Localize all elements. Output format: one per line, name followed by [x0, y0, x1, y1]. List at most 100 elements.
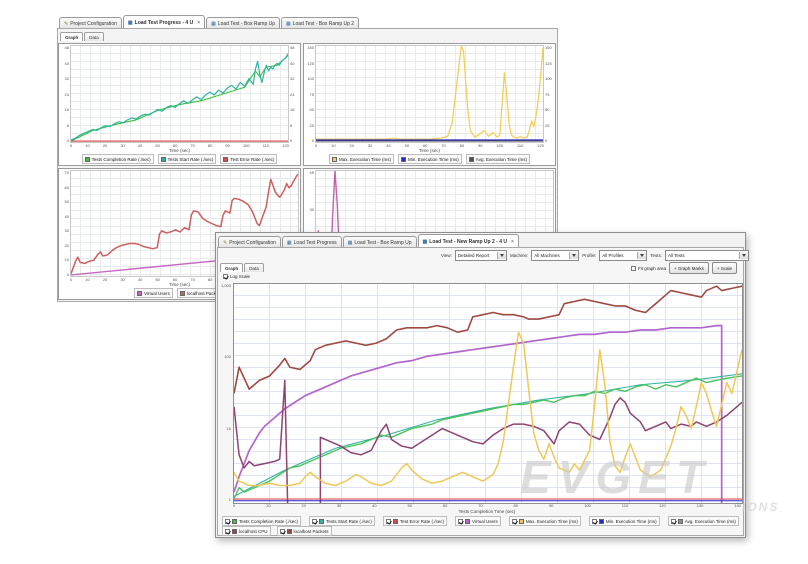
- legend-swatch: [468, 156, 474, 162]
- legend-checkbox[interactable]: [225, 518, 230, 524]
- log-scale-control[interactable]: Log Scale: [223, 274, 250, 279]
- legend-label: Avg. Execution Time (ms): [475, 156, 527, 162]
- legend-item[interactable]: Virtual Users: [455, 516, 501, 526]
- subtab-graph[interactable]: Graph: [220, 263, 244, 272]
- close-icon[interactable]: ×: [510, 238, 514, 245]
- legend-label: localhost Packets: [186, 290, 222, 296]
- tick-label: 50: [155, 143, 160, 148]
- tick-label: 60: [442, 503, 448, 508]
- legend-item[interactable]: Avg. Execution Time (ms): [667, 516, 739, 526]
- exec-times-plot[interactable]: [315, 45, 544, 143]
- machine-label: Machine:: [509, 252, 529, 258]
- tab-label: Load Test - New Ramp Up 2 - 4 U: [429, 238, 507, 245]
- legend-swatch: [160, 156, 166, 162]
- tab-load-test-new-ramp-up-2[interactable]: ▦ Load Test - New Ramp Up 2 - 4 U ×: [417, 234, 519, 248]
- legend-item[interactable]: Max. Execution Time (ms): [508, 516, 581, 526]
- close-icon[interactable]: ×: [197, 19, 201, 26]
- subtab-data[interactable]: Data: [84, 32, 104, 41]
- legend-item[interactable]: Tests Completion Rate (./sec): [222, 516, 302, 526]
- rates-plot[interactable]: [70, 45, 289, 143]
- tick-label: 10: [85, 143, 90, 148]
- legend-label: Tests Completion Rate (./sec): [239, 518, 299, 524]
- legend-checkbox[interactable]: [511, 518, 517, 524]
- legend-label: Test Error Rate (./sec): [399, 518, 444, 524]
- tab-load-test-progress[interactable]: ▦ Load Test Progress: [281, 236, 342, 248]
- scale-button[interactable]: + Scale: [711, 262, 737, 274]
- legend-item[interactable]: Avg. Execution Time (ms): [465, 154, 530, 164]
- front-tab-bar: ✎ Project Configuration ▦ Load Test Prog…: [218, 234, 519, 248]
- tick-label: 16: [290, 107, 295, 112]
- back-subtab-bar: Graph Data: [60, 32, 104, 41]
- main-plot[interactable]: [233, 283, 743, 504]
- legend-label: localhost CPU: [239, 528, 268, 534]
- legend-item[interactable]: Test Error Rate (./sec): [220, 154, 278, 164]
- legend-swatch: [232, 518, 237, 524]
- legend-label: Test Error Rate (./sec): [230, 156, 275, 162]
- legend-item[interactable]: Min. Execution Time (ms): [588, 516, 660, 526]
- legend-checkbox[interactable]: [591, 518, 597, 524]
- legend-item[interactable]: localhost Packets: [276, 526, 332, 536]
- legend-item[interactable]: Tests Completion Rate (./sec): [81, 154, 154, 164]
- legend-item[interactable]: Tests Start Rate (./sec): [309, 516, 375, 526]
- tick-label: 20: [349, 143, 354, 148]
- fit-graph-area-control[interactable]: Fit graph area: [630, 265, 666, 271]
- view-select[interactable]: Detailed Report: [454, 249, 507, 261]
- tab-label: Load Test - Box Ramp Up 2: [292, 20, 355, 27]
- tick-label: 60: [64, 184, 69, 190]
- view-value: Detailed Report: [457, 252, 490, 258]
- front-window: ✎ Project Configuration ▦ Load Test Prog…: [215, 232, 749, 538]
- tab-load-test-progress[interactable]: ▦ Load Test Progress - 4 U ×: [122, 15, 206, 29]
- tick-label: 100: [307, 76, 314, 81]
- y-axis-ticks: 48 40 32 24 16 8 0: [60, 45, 70, 143]
- legend-item[interactable]: Tests Start Rate (./sec): [157, 154, 217, 164]
- tick-label: 0: [233, 503, 236, 508]
- legend-item[interactable]: Virtual Users: [134, 288, 173, 298]
- tab-load-test-box-ramp-up-2[interactable]: ▦ Load Test - Box Ramp Up 2: [281, 17, 360, 29]
- y-axis-ticks-right: 150 125 100 75 50 25 0: [544, 45, 554, 143]
- tab-label: Load Test - Box Ramp Up: [217, 20, 276, 27]
- y-axis-ticks: 70 60 50 40 30 20 10 0: [60, 170, 70, 277]
- tab-load-test-box-ramp-up[interactable]: ▦ Load Test - Box Ramp Up: [342, 236, 417, 248]
- log-scale-label: Log Scale: [230, 274, 251, 279]
- front-window-body: View: Detailed Report Machine: All Machi…: [217, 247, 749, 536]
- machine-select[interactable]: All Machines: [531, 249, 580, 261]
- tick-label: 100: [496, 143, 504, 148]
- graph-controls: Fit graph area + Graph Marks + Scale: [630, 262, 737, 274]
- chevron-down-icon: [569, 251, 579, 259]
- log-scale-checkbox[interactable]: [223, 274, 228, 279]
- tick-label: 40: [372, 503, 377, 508]
- fit-graph-area-checkbox[interactable]: [630, 265, 636, 271]
- pencil-icon: ✎: [223, 239, 228, 246]
- legend-item[interactable]: Max. Execution Time (ms): [329, 154, 395, 164]
- tests-select[interactable]: All Tests: [664, 249, 749, 261]
- view-label: View:: [441, 252, 452, 258]
- legend-checkbox[interactable]: [385, 518, 391, 524]
- tick-label: 120: [659, 503, 666, 508]
- tab-project-configuration[interactable]: ✎ Project Configuration: [59, 17, 122, 29]
- graph-marks-button[interactable]: + Graph Marks: [668, 262, 709, 274]
- tick-label: 50: [309, 107, 314, 112]
- fit-graph-area-label: Fit graph area: [637, 265, 666, 271]
- legend-item[interactable]: localhost CPU: [222, 526, 271, 536]
- subtab-data[interactable]: Data: [244, 263, 264, 272]
- tick-label: 40: [137, 143, 143, 148]
- back-tab-bar: ✎ Project Configuration ▦ Load Test Prog…: [59, 15, 360, 29]
- legend-checkbox[interactable]: [458, 518, 464, 524]
- tick-label: 16: [64, 107, 69, 112]
- tab-load-test-box-ramp-up[interactable]: ▦ Load Test - Box Ramp Up: [206, 17, 281, 29]
- legend-checkbox[interactable]: [225, 528, 230, 534]
- legend-label: Max. Execution Time (ms): [525, 518, 578, 524]
- legend-checkbox[interactable]: [670, 518, 676, 524]
- legend-checkbox[interactable]: [312, 518, 318, 524]
- legend-swatch: [465, 518, 471, 524]
- legend-swatch: [286, 528, 292, 534]
- legend-swatch: [332, 156, 338, 162]
- tick-label: 120: [537, 143, 544, 148]
- legend-checkbox[interactable]: [279, 528, 285, 534]
- subtab-graph[interactable]: Graph: [60, 32, 84, 41]
- tab-project-configuration[interactable]: ✎ Project Configuration: [218, 236, 281, 248]
- legend-item[interactable]: Min. Execution Time (ms): [398, 154, 462, 164]
- x-axis-label: Time (sec): [418, 148, 441, 153]
- legend-item[interactable]: Test Error Rate (./sec): [382, 516, 447, 526]
- profile-select[interactable]: All Profiles: [599, 249, 648, 261]
